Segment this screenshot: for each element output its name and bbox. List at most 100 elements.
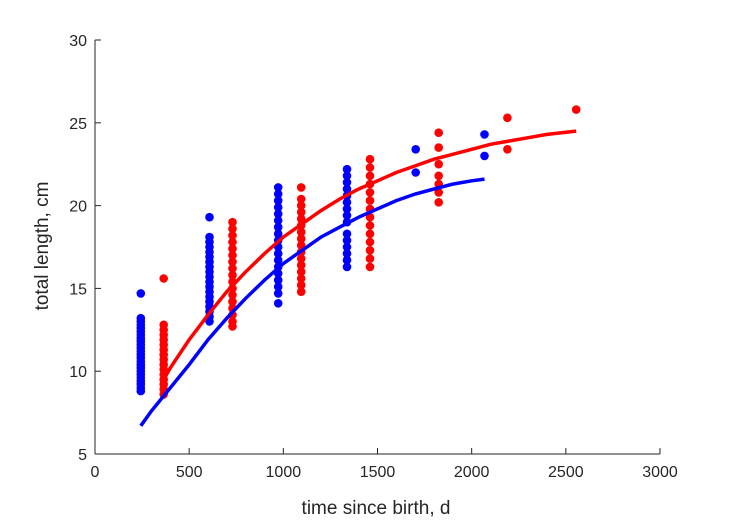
y-tick-label: 10 [69, 364, 87, 381]
y-tick-label: 5 [78, 447, 87, 464]
data-point [365, 163, 375, 172]
data-point [365, 229, 375, 239]
data-point [228, 224, 237, 234]
data-point [434, 159, 444, 169]
data-point [273, 196, 283, 205]
data-point [205, 317, 214, 326]
data-point [365, 188, 375, 197]
data-point [434, 188, 444, 197]
data-point [503, 145, 512, 154]
data-point [228, 257, 237, 267]
data-point [273, 209, 283, 219]
data-point [365, 262, 375, 272]
data-point [342, 262, 352, 272]
data-point [342, 204, 352, 214]
data-point [342, 171, 352, 181]
x-tick-label: 0 [91, 464, 100, 481]
data-point [434, 143, 444, 152]
data-point [273, 222, 283, 232]
plot-marks [136, 105, 581, 427]
data-point [342, 255, 352, 265]
x-tick-label: 3000 [642, 464, 678, 481]
data-point [365, 246, 375, 255]
data-point [296, 201, 306, 210]
y-tick-label: 15 [69, 281, 87, 298]
data-point [228, 244, 237, 253]
x-axis-label: time since birth, d [302, 498, 451, 519]
data-point [434, 128, 444, 137]
axes: 0 500 1000 1500 2000 2500 3000 5 10 15 20 25 30 [69, 33, 678, 481]
data-point [296, 227, 306, 237]
data-point [273, 282, 283, 292]
data-point [342, 236, 352, 245]
data-point [228, 290, 237, 300]
data-point [296, 267, 306, 277]
data-point [365, 171, 375, 181]
data-point [411, 168, 421, 177]
data-point [136, 386, 146, 396]
y-tick-label: 25 [69, 116, 87, 133]
data-point [365, 154, 375, 164]
data-point [434, 198, 444, 207]
data-point [273, 203, 283, 212]
data-point [480, 130, 489, 139]
data-point [296, 234, 306, 243]
data-point [342, 211, 352, 220]
data-point [205, 212, 214, 222]
fit-curve-1 [162, 129, 577, 381]
data-point [273, 216, 283, 225]
data-point [342, 242, 352, 252]
data-point [159, 274, 168, 283]
data-point [228, 237, 237, 247]
data-point [296, 254, 306, 263]
data-point [342, 249, 352, 258]
data-point [342, 184, 352, 194]
series-0 [136, 130, 489, 396]
data-point [228, 231, 237, 240]
data-point [342, 198, 352, 207]
data-point [342, 178, 352, 187]
data-point [296, 207, 306, 217]
data-point [571, 105, 581, 114]
x-tick-label: 2000 [454, 464, 490, 481]
data-point [273, 255, 283, 265]
data-point [273, 289, 283, 298]
data-point [434, 171, 444, 181]
data-point [365, 254, 375, 263]
data-point [296, 287, 306, 297]
data-point [228, 322, 237, 331]
data-point [273, 299, 283, 308]
data-point [296, 194, 306, 204]
data-point [342, 229, 352, 239]
x-tick-label: 2500 [548, 464, 584, 481]
data-point [228, 251, 237, 260]
data-point [228, 217, 237, 227]
y-axis-label: total length, cm [32, 182, 53, 311]
data-point [273, 189, 283, 199]
data-point [365, 237, 375, 247]
x-tick-label: 500 [176, 464, 203, 481]
data-point [228, 297, 237, 306]
y-tick-label: 30 [69, 33, 87, 50]
x-tick-label: 1500 [360, 464, 396, 481]
x-tick-label: 1000 [266, 464, 302, 481]
data-point [365, 221, 375, 230]
data-point [273, 229, 283, 239]
data-point [296, 183, 306, 192]
data-point [365, 196, 375, 205]
data-point [480, 151, 489, 161]
data-point [296, 260, 306, 270]
data-point [503, 113, 512, 123]
data-point [136, 289, 146, 298]
fit-curve-0 [139, 177, 485, 427]
data-point [273, 275, 283, 285]
data-point [296, 280, 306, 290]
data-point [273, 183, 283, 192]
data-point [273, 249, 283, 258]
data-point [228, 264, 237, 273]
data-point [411, 145, 421, 154]
data-point [296, 274, 306, 283]
y-tick-label: 20 [69, 199, 87, 216]
